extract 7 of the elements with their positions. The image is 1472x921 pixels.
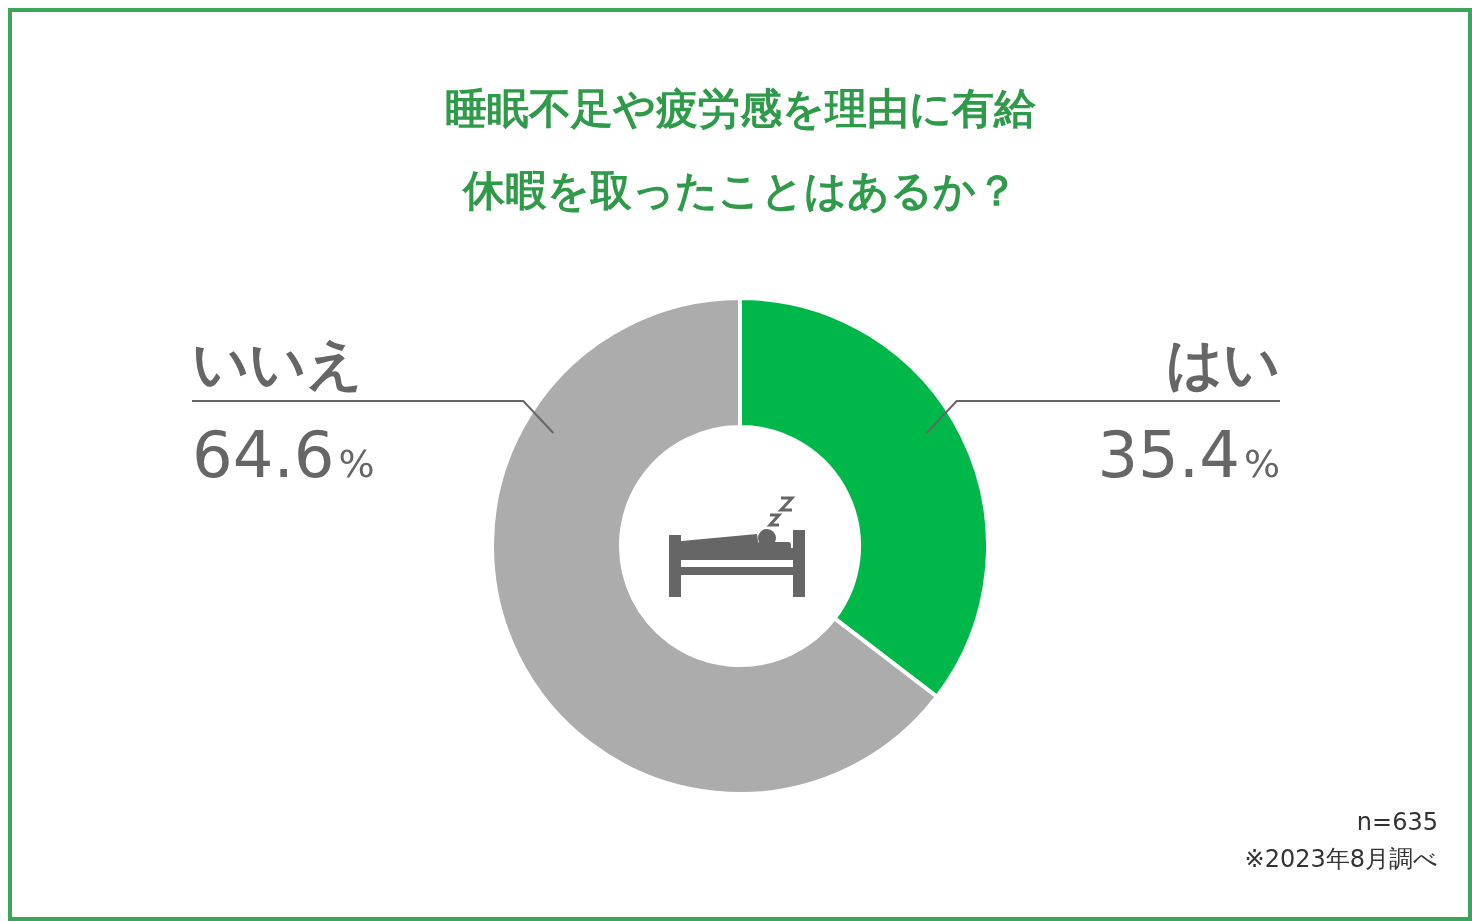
text: n=635 — [1356, 808, 1438, 836]
slice-label: いいえ — [192, 331, 363, 396]
data-label: 64.6% — [192, 418, 375, 492]
slice-label: はい — [1166, 331, 1280, 396]
data-label: 35.4% — [1097, 418, 1280, 492]
text: ※2023年8月調べ — [1244, 845, 1438, 873]
chart-title: 睡眠不足や疲労感を理由に有給休暇を取ったことはあるか？ — [444, 83, 1037, 215]
